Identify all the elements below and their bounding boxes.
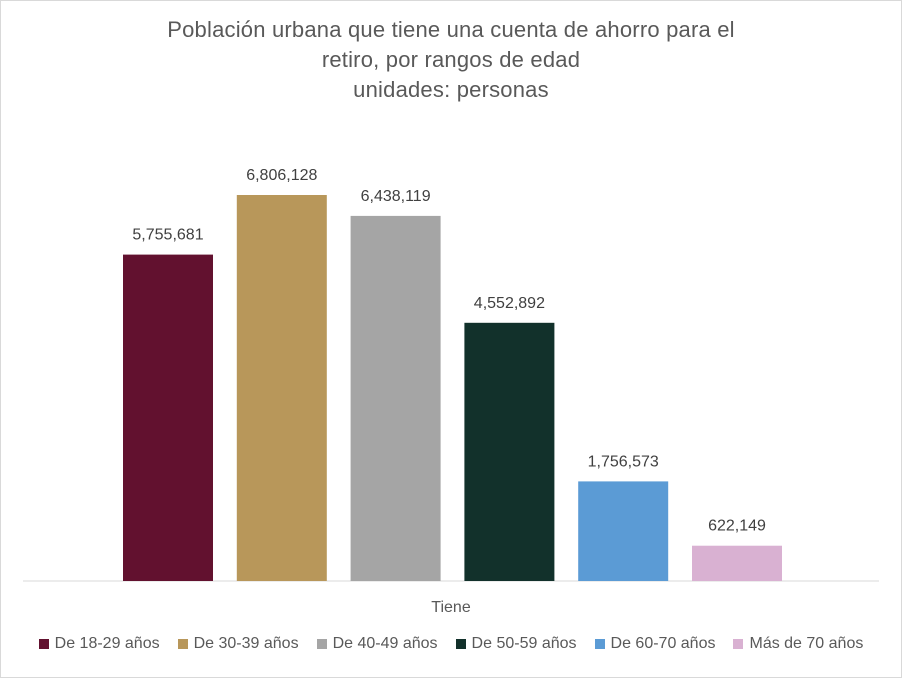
legend-swatch-3 [316, 639, 327, 649]
legend-label-5: De 60-70 años [610, 635, 716, 652]
legend-swatch-1 [38, 639, 49, 649]
legend-item-6: Más de 70 años [733, 635, 863, 653]
legend-item-2: De 30-39 años [177, 635, 299, 653]
legend-swatch-5 [594, 639, 605, 649]
chart-title-line-3: unidades: personas [353, 77, 549, 102]
legend: De 18-29 años De 30-39 años De 40-49 años D… [1, 635, 901, 653]
chart-title: Población urbana que tiene una cuenta de… [1, 15, 901, 105]
x-category-label: Tiene [431, 599, 471, 616]
bar-5 [578, 481, 669, 581]
legend-item-1: De 18-29 años [38, 635, 160, 653]
data-label-3: 6,438,119 [361, 188, 431, 205]
data-label-1: 5,755,681 [132, 227, 203, 244]
chart-title-line-1: Población urbana que tiene una cuenta de… [167, 17, 735, 42]
legend-swatch-4 [455, 639, 466, 649]
legend-label-6: Más de 70 años [749, 635, 864, 652]
data-label-6: 622,149 [708, 518, 766, 535]
bar-6 [692, 545, 782, 581]
legend-label-3: De 40-49 años [332, 635, 438, 652]
data-label-4: 4,552,892 [474, 295, 545, 312]
chart-title-line-2: retiro, por rangos de edad [321, 47, 581, 72]
bar-3 [350, 215, 441, 581]
bar-1 [123, 254, 213, 581]
legend-item-5: De 60-70 años [594, 635, 716, 653]
data-label-2: 6,806,128 [246, 167, 317, 184]
data-labels-group: 5,755,681 6,806,128 6,438,119 4,552,892 1,75… [132, 167, 766, 535]
legend-label-4: De 50-59 años [471, 635, 577, 652]
legend-swatch-6 [733, 639, 744, 649]
bars-group [123, 195, 782, 581]
bar-4 [464, 322, 555, 581]
legend-swatch-2 [177, 639, 188, 649]
legend-item-3: De 40-49 años [316, 635, 438, 653]
bar-2 [236, 195, 327, 581]
legend-label-2: De 30-39 años [193, 635, 299, 652]
legend-label-1: De 18-29 años [54, 635, 160, 652]
data-label-5: 1,756,573 [588, 453, 659, 470]
legend-item-4: De 50-59 años [455, 635, 577, 653]
